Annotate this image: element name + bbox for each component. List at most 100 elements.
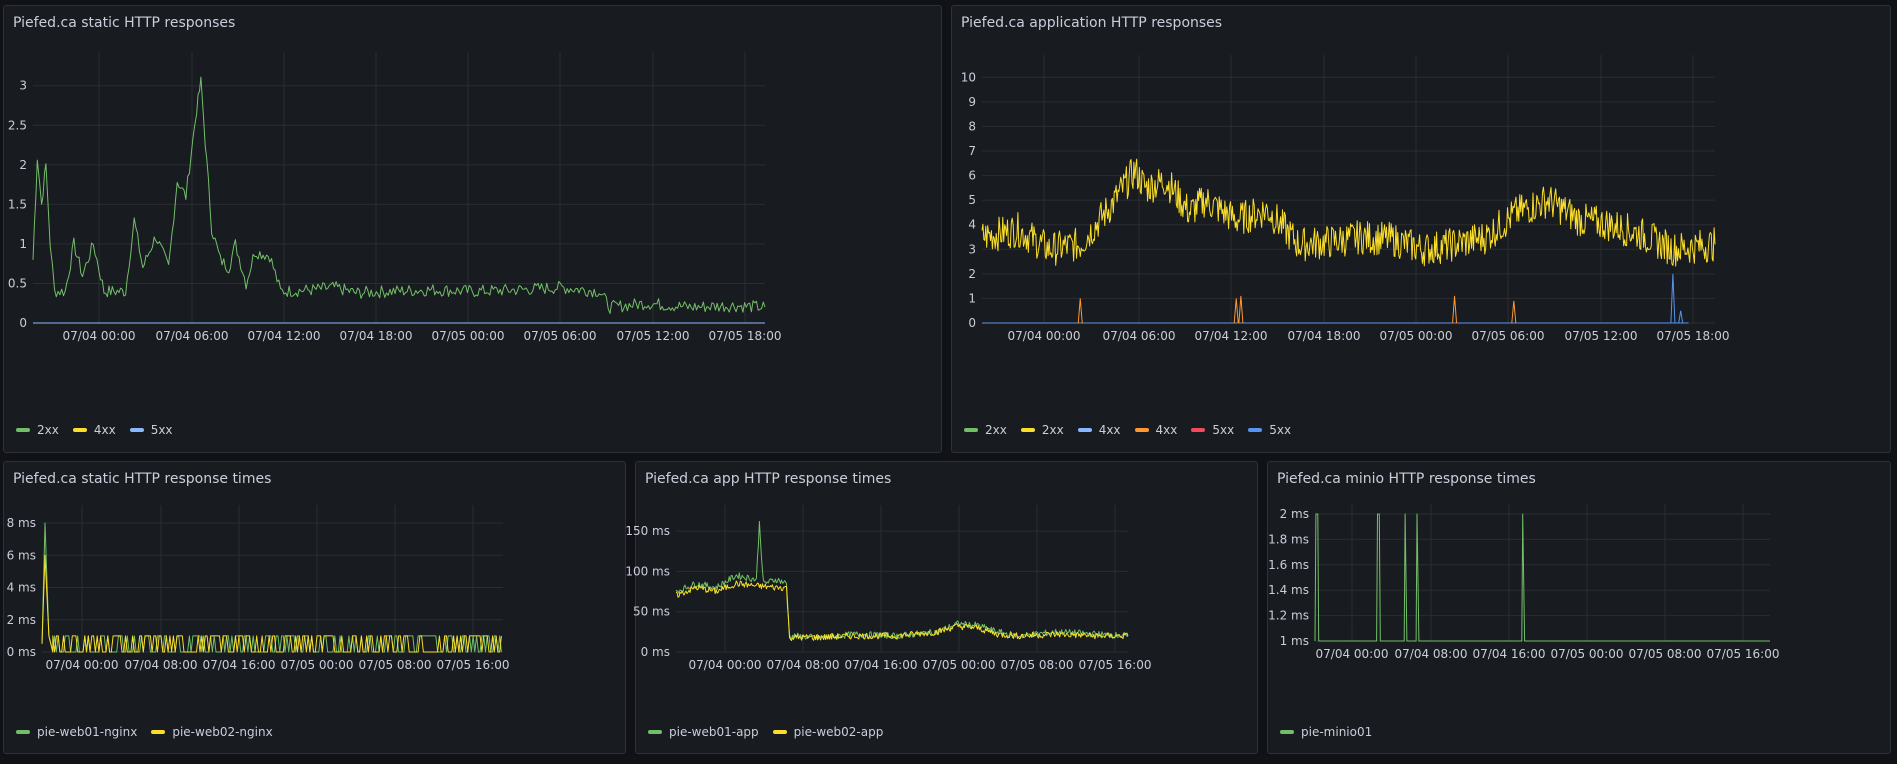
series-line-2xx[interactable] [981, 158, 1716, 267]
y-tick-label: 2 [968, 267, 976, 281]
series-line-pie-web02-nginx[interactable] [41, 554, 502, 653]
y-tick-label: 9 [968, 95, 976, 109]
x-tick-label: 07/05 18:00 [1657, 329, 1730, 343]
legend-label: 2xx [1041, 423, 1064, 437]
y-tick-label: 150 ms [625, 524, 670, 538]
y-tick-label: 4 [968, 218, 976, 232]
series-spike[interactable] [1233, 298, 1239, 324]
y-tick-label: 0 ms [641, 645, 670, 659]
series-spike[interactable] [1238, 295, 1244, 324]
series-line-pie-minio01[interactable] [1314, 513, 1770, 642]
y-tick-label: 0.5 [8, 276, 27, 290]
legend-label: 5xx [1269, 423, 1292, 437]
legend: pie-web01-nginx pie-web02-nginx [16, 725, 273, 739]
x-tick-label: 07/04 08:00 [125, 658, 198, 672]
legend-swatch [16, 428, 30, 432]
legend-item-4xx[interactable]: 4xx [1077, 423, 1121, 437]
panel-title[interactable]: Piefed.ca minio HTTP response times [1277, 471, 1536, 487]
y-tick-label: 1 [19, 237, 27, 251]
legend-item-4xx[interactable]: 4xx [72, 423, 116, 437]
legend-swatch [1134, 428, 1149, 432]
legend-item-5xx[interactable]: 5xx [1248, 423, 1291, 437]
legend-swatch [16, 730, 30, 734]
series-spike[interactable] [1670, 273, 1676, 324]
y-tick-label: 50 ms [633, 605, 670, 619]
panel-title[interactable]: Piefed.ca application HTTP responses [961, 15, 1223, 31]
series-spike[interactable] [1452, 295, 1458, 324]
y-tick-label: 2 ms [7, 613, 36, 627]
x-tick-label: 07/04 12:00 [248, 329, 321, 343]
legend-label: pie-minio01 [1301, 725, 1373, 739]
x-tick-label: 07/05 16:00 [437, 658, 510, 672]
chart-application-http-responses: 0 1 2 3 4 5 6 7 8 9 10 07/04 00:00 07/04 06:00 07/04 … [961, 55, 1730, 343]
panel-minio-response-times: Piefed.ca minio HTTP response times 1 ms… [1267, 461, 1891, 754]
legend-label: pie-web02-nginx [172, 725, 273, 739]
y-tick-label: 10 [961, 70, 976, 84]
y-tick-label: 0 [968, 316, 976, 330]
legend-item-pie-web02-nginx[interactable]: pie-web02-nginx [151, 725, 273, 739]
panel-title[interactable]: Piefed.ca app HTTP response times [645, 471, 892, 487]
chart-static-response-times: 0 ms 2 ms 4 ms 6 ms 8 ms 07/04 00:00 07/04 08:… [7, 505, 510, 672]
y-tick-label: 1.2 ms [1268, 609, 1309, 623]
legend-item-2xx[interactable]: 2xx [16, 423, 59, 437]
y-tick-label: 100 ms [625, 564, 670, 578]
legend-item-pie-web01-nginx[interactable]: pie-web01-nginx [16, 725, 137, 739]
x-tick-label: 07/05 12:00 [1565, 329, 1638, 343]
legend-label: 4xx [1155, 423, 1178, 437]
x-tick-label: 07/04 18:00 [340, 329, 413, 343]
x-tick-label: 07/05 12:00 [617, 329, 690, 343]
y-tick-label: 2 [19, 158, 27, 172]
legend: pie-web01-app pie-web02-app [648, 725, 883, 739]
legend-item-5xx[interactable]: 5xx [129, 423, 173, 437]
legend-swatch [151, 730, 166, 734]
series-line-pie-web01-nginx[interactable] [41, 522, 502, 653]
y-tick-label: 0 ms [7, 645, 36, 659]
series-spike[interactable] [1511, 300, 1517, 324]
legend-label: 4xx [93, 423, 116, 437]
series-line-pie-web01-app[interactable] [675, 520, 1129, 640]
legend-label: 5xx [1212, 423, 1235, 437]
legend-item-5xx[interactable]: 5xx [1191, 423, 1234, 437]
x-tick-label: 07/04 00:00 [689, 658, 762, 672]
legend: 2xx 2xx 4xx 4xx 5xx 5xx [964, 423, 1291, 437]
legend-item-pie-web02-app[interactable]: pie-web02-app [772, 725, 883, 739]
panel-application-http-responses: Piefed.ca application HTTP responses 0 1 2… [951, 5, 1891, 453]
series-line-2xx[interactable] [32, 76, 766, 314]
legend-swatch [129, 428, 144, 432]
x-tick-label: 07/05 08:00 [1001, 658, 1074, 672]
y-tick-label: 0 [19, 316, 27, 330]
chart-minio-response-times: 1 ms 1.2 ms 1.4 ms 1.6 ms 1.8 ms 2 ms 07/04 00… [1268, 504, 1779, 661]
legend-item-2xx[interactable]: 2xx [964, 423, 1007, 437]
legend-item-4xx[interactable]: 4xx [1134, 423, 1178, 437]
panel-title[interactable]: Piefed.ca static HTTP responses [13, 15, 236, 31]
x-tick-label: 07/05 00:00 [281, 658, 354, 672]
panel-title[interactable]: Piefed.ca static HTTP response times [13, 471, 272, 487]
legend-swatch [72, 428, 87, 432]
y-tick-label: 5 [968, 193, 976, 207]
legend-label: pie-web01-app [669, 725, 759, 739]
x-tick-label: 07/04 00:00 [46, 658, 119, 672]
legend-item-pie-web01-app[interactable]: pie-web01-app [648, 725, 759, 739]
x-tick-label: 07/04 00:00 [63, 329, 136, 343]
legend-swatch [648, 730, 662, 734]
legend-swatch [772, 730, 787, 734]
legend-swatch [1020, 428, 1035, 432]
x-tick-label: 07/05 08:00 [1629, 647, 1702, 661]
x-tick-label: 07/05 08:00 [359, 658, 432, 672]
x-tick-label: 07/04 00:00 [1008, 329, 1081, 343]
legend-item-pie-minio01[interactable]: pie-minio01 [1280, 725, 1372, 739]
series-line-pie-web02-app[interactable] [675, 580, 1129, 642]
y-tick-label: 2 ms [1280, 507, 1309, 521]
x-tick-label: 07/04 08:00 [767, 658, 840, 672]
series-spike[interactable] [1077, 298, 1083, 324]
legend-label: 5xx [150, 423, 173, 437]
x-tick-label: 07/05 00:00 [923, 658, 996, 672]
y-tick-label: 2.5 [8, 118, 27, 132]
y-tick-label: 8 [968, 119, 976, 133]
series-spike[interactable] [1678, 310, 1684, 324]
legend-swatch [1191, 428, 1206, 432]
legend-item-2xx[interactable]: 2xx [1020, 423, 1064, 437]
x-tick-label: 07/04 18:00 [1288, 329, 1361, 343]
legend: pie-minio01 [1280, 725, 1372, 739]
chart-static-http-responses: 0 0.5 1 1.5 2 2.5 3 07/04 00:00 07/04 06:00 07/04… [8, 52, 781, 343]
